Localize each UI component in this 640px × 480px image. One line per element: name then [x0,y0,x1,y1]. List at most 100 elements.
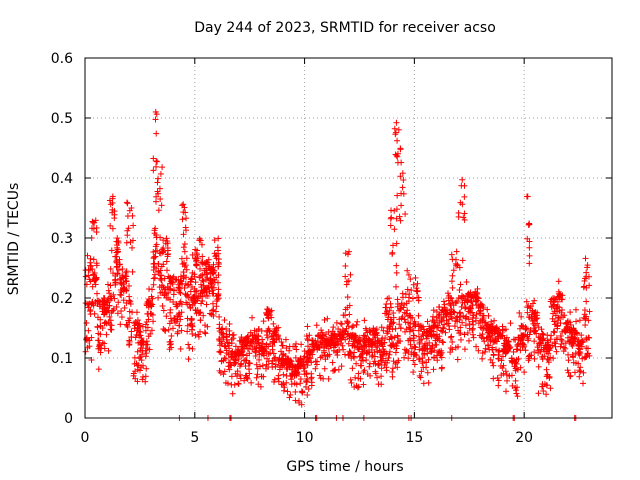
data-point [126,207,133,214]
data-point [95,297,102,304]
data-point [303,377,310,384]
data-point [289,372,296,379]
data-point [215,263,222,270]
data-point [290,343,297,350]
data-point [298,341,305,348]
data-point [260,318,267,325]
data-point [261,352,268,359]
data-point [82,348,89,355]
data-point [234,368,241,375]
data-point [160,237,167,244]
x-tick-label: 5 [190,430,199,446]
data-point [85,327,92,334]
data-point [149,301,156,308]
data-point [212,308,219,315]
data-point [164,267,171,274]
data-point [187,288,194,295]
data-point [201,322,208,329]
data-point [153,158,160,165]
data-point [224,339,231,346]
data-point [304,323,311,330]
data-point [114,248,121,255]
data-point [126,337,133,344]
data-point [286,358,293,365]
data-point [333,319,340,326]
data-point [157,250,164,257]
data-point [159,164,166,171]
data-point [117,291,124,298]
x-tick-label: 0 [81,430,90,446]
data-point [244,345,251,352]
data-point [205,256,212,263]
data-point [142,327,149,334]
x-tick-label: 15 [405,430,423,446]
data-point [320,347,327,354]
data-point [139,362,146,369]
data-point [287,391,294,398]
data-point [163,313,170,320]
data-point [115,299,122,306]
data-point [203,289,210,296]
data-point [179,261,186,268]
data-point [198,281,205,288]
data-point [225,351,232,358]
data-point [223,333,230,340]
data-point [124,323,131,330]
data-point [83,336,90,343]
data-point [226,320,233,327]
data-point [174,302,181,309]
data-point [82,273,89,280]
data-point [314,358,321,365]
data-point [202,261,209,268]
data-point [309,351,316,358]
data-point [150,167,157,174]
data-point [189,345,196,352]
data-point [155,268,162,275]
data-point [156,269,163,276]
data-point [168,332,175,339]
data-point [148,327,155,334]
data-point [139,323,146,330]
data-point [137,329,144,336]
data-point [278,339,285,346]
data-point [118,314,125,321]
data-point [192,261,199,268]
data-point [157,170,164,177]
data-point [232,343,239,350]
data-point [245,366,252,373]
data-point [211,276,218,283]
data-point [152,253,159,260]
data-point [244,339,251,346]
data-point [267,308,274,315]
data-point [304,392,311,399]
data-point [199,253,206,260]
data-point [211,279,218,286]
data-point [260,373,267,380]
data-point [150,155,157,162]
data-point [237,371,244,378]
data-point [109,195,116,202]
data-point [153,241,160,248]
data-point [204,274,211,281]
data-point [319,353,326,360]
data-point [181,241,188,248]
data-point [190,299,197,306]
data-point [211,237,218,244]
data-point [292,340,299,347]
data-point [186,345,193,352]
data-point [174,330,181,337]
data-point [336,347,343,354]
data-point [84,344,91,351]
data-point [95,330,102,337]
data-point [114,310,121,317]
data-point [253,361,260,368]
data-point [296,371,303,378]
y-tick-label: 0.5 [51,111,73,127]
data-point [125,225,132,232]
data-point [329,359,336,366]
data-point [119,266,126,273]
data-point [194,247,201,254]
data-point [278,362,285,369]
data-point [325,328,332,335]
data-point [197,265,204,272]
